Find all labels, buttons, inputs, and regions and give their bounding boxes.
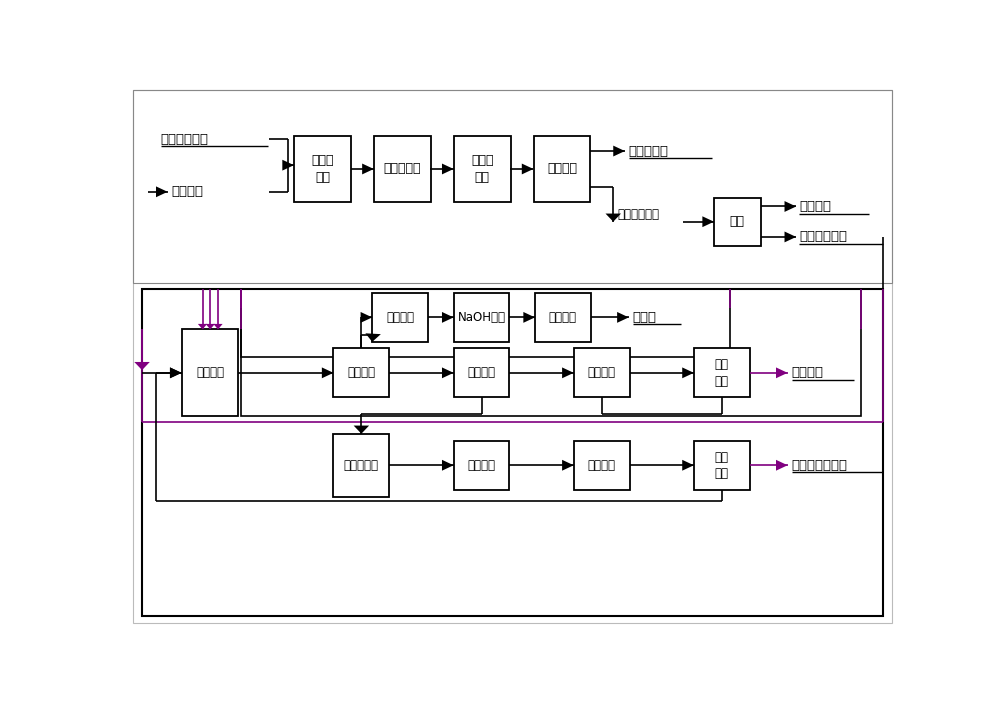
Bar — [182, 329, 238, 417]
Bar — [294, 136, 351, 202]
Text: 中和沉淀: 中和沉淀 — [549, 311, 577, 324]
Text: 高温结晶: 高温结晶 — [468, 459, 496, 472]
Text: 直接还原铁: 直接还原铁 — [629, 145, 669, 157]
Text: 一水硫酸镁晶体: 一水硫酸镁晶体 — [792, 459, 848, 472]
Polygon shape — [785, 232, 796, 242]
Bar — [454, 441, 509, 490]
Polygon shape — [198, 324, 207, 329]
Text: 硼镁铁共生矿: 硼镁铁共生矿 — [161, 133, 209, 145]
Text: 冷却、
磨矿: 冷却、 磨矿 — [471, 154, 494, 184]
Text: 洗涤干燥: 洗涤干燥 — [386, 311, 414, 324]
Polygon shape — [282, 160, 294, 171]
Polygon shape — [613, 145, 625, 157]
Text: 浮选: 浮选 — [730, 215, 745, 228]
Text: 固液分离: 固液分离 — [588, 366, 616, 379]
Text: NaOH浸出: NaOH浸出 — [458, 311, 506, 324]
Text: 白炭黑: 白炭黑 — [633, 311, 657, 324]
Text: 洗涤
分离: 洗涤 分离 — [715, 358, 729, 388]
Bar — [534, 136, 590, 202]
Polygon shape — [523, 312, 535, 323]
Bar — [374, 136, 431, 202]
Polygon shape — [606, 213, 621, 222]
Polygon shape — [442, 164, 454, 174]
Text: 第二磁选尾矿: 第二磁选尾矿 — [799, 230, 847, 244]
Bar — [535, 293, 591, 342]
Bar — [694, 348, 750, 397]
Polygon shape — [617, 312, 629, 323]
Polygon shape — [156, 186, 168, 197]
Polygon shape — [776, 367, 788, 378]
Text: 低温结晶: 低温结晶 — [468, 366, 496, 379]
Bar — [133, 90, 892, 283]
Polygon shape — [702, 216, 714, 227]
Polygon shape — [682, 460, 694, 471]
Bar — [714, 198, 761, 246]
Bar — [454, 136, 511, 202]
Text: 还原用煤: 还原用煤 — [172, 185, 204, 198]
Polygon shape — [365, 333, 381, 342]
Bar — [241, 289, 861, 417]
Polygon shape — [206, 324, 215, 329]
Text: 过剩煤粉: 过剩煤粉 — [799, 200, 831, 213]
Bar — [454, 348, 509, 397]
Text: 硫酸镁母液: 硫酸镁母液 — [344, 459, 379, 472]
Polygon shape — [361, 312, 372, 323]
Polygon shape — [362, 164, 374, 174]
Polygon shape — [170, 367, 182, 378]
Polygon shape — [442, 367, 454, 378]
Text: 选择性还原: 选择性还原 — [384, 162, 421, 176]
Polygon shape — [562, 367, 574, 378]
Bar — [333, 348, 389, 397]
Bar — [142, 289, 883, 616]
Bar — [694, 441, 750, 490]
Polygon shape — [442, 312, 454, 323]
Polygon shape — [170, 367, 182, 378]
Polygon shape — [322, 367, 333, 378]
Text: 洗涤
分离: 洗涤 分离 — [715, 450, 729, 480]
Polygon shape — [134, 362, 150, 370]
Text: 磁选分离: 磁选分离 — [547, 162, 577, 176]
Bar — [574, 348, 630, 397]
Polygon shape — [562, 460, 574, 471]
Text: 第一磁选尾矿: 第一磁选尾矿 — [617, 208, 659, 221]
Polygon shape — [442, 460, 454, 471]
Text: 固液分离: 固液分离 — [347, 366, 375, 379]
Polygon shape — [776, 460, 788, 471]
Text: 固液分离: 固液分离 — [588, 459, 616, 472]
Polygon shape — [785, 201, 796, 212]
Bar — [372, 293, 428, 342]
Text: 硼酸晶体: 硼酸晶体 — [792, 366, 824, 379]
Polygon shape — [522, 164, 533, 174]
Polygon shape — [682, 367, 694, 378]
Bar — [454, 293, 509, 342]
Bar — [241, 289, 730, 357]
Bar — [574, 441, 630, 490]
Bar — [333, 434, 389, 496]
Text: 硫酸浸出: 硫酸浸出 — [196, 366, 224, 379]
Text: 破碎、
混合: 破碎、 混合 — [311, 154, 334, 184]
Polygon shape — [213, 324, 223, 329]
Polygon shape — [354, 426, 369, 433]
